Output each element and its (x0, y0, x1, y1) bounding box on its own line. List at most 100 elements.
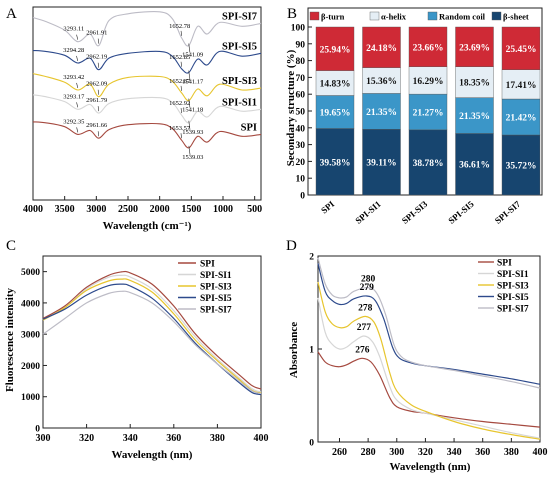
panel-d-legend-label: SPI-SI3 (497, 282, 529, 292)
panel-c-legend-label: SPI-SI7 (200, 306, 232, 316)
panel-b-y-axis-label: Secondary structure (%) (285, 49, 297, 166)
panel-d-ticks: 260 280 300 320 340 360 380 400 0 1 2 (309, 253, 547, 459)
panel-c-x-tick-label: 320 (79, 433, 94, 444)
panel-a-annotation-pointer (180, 61, 182, 67)
panel-d-y-tick-label: 1 (309, 346, 314, 356)
panel-a-series-spi (32, 121, 262, 149)
panel-a-peak-label: 1539.03 (182, 154, 203, 161)
panel-b-bar-value: 25.45% (506, 45, 537, 55)
panel-b-category-labels: SPI SPI-SI1 SPI-SI3 SPI-SI5 SPI-SI7 (319, 199, 523, 226)
panel-d-peak-label: 276 (355, 345, 370, 355)
panel-a-series-si3 (32, 73, 262, 102)
panel-b-y-tick-label: 80 (296, 57, 306, 67)
panel-b-bar-value: 14.83% (320, 80, 351, 90)
panel-b-bar-sheet (362, 129, 401, 196)
panel-b-bar-turn (501, 26, 541, 70)
panel-b-bar-helix (408, 66, 448, 95)
panel-d-x-tick-label: 260 (332, 447, 347, 458)
panel-d-y-tick-label: 2 (309, 253, 314, 263)
panel-b-bar-value: 36.61% (459, 161, 490, 171)
panel-a-peak-label: 1541.18 (182, 107, 203, 114)
panel-a-peak-label: 1539.93 (182, 129, 203, 136)
panel-a-x-axis-label: Wavelength (cm⁻¹) (103, 220, 192, 232)
panel-b-bar-value: 21.35% (459, 112, 490, 122)
panel-b-bar-turn (362, 26, 401, 68)
panel-a-spectra (32, 11, 262, 149)
panel-d-peak-label: 277 (357, 323, 372, 333)
panel-d-x-tick-label: 280 (361, 447, 376, 458)
panel-b-bar-coil (315, 95, 355, 129)
panel-d-series-si7 (317, 257, 541, 389)
panel-a-x-tick-label: 4000 (23, 204, 43, 215)
panel-a-annotation-pointer (76, 82, 79, 89)
panel-a-annotation-pointer (180, 85, 182, 91)
panel-c-y-tick-label: 0 (35, 425, 40, 435)
panel-d-series-si5 (317, 263, 541, 385)
panel-a-peak-annotations: 3293.112961.911652.781541.093294.282962.… (63, 23, 204, 161)
panel-a-peak-label: 1652.78 (169, 23, 190, 30)
panel-d-x-tick-label: 380 (504, 447, 519, 458)
panel-d-x-tick-label: 320 (418, 447, 433, 458)
panel-a-peak-label: 1541.17 (182, 79, 204, 86)
panel-b-bar-value: 35.72% (506, 161, 537, 171)
panel-b-bar-helix (501, 69, 541, 100)
panel-b-stacked-bars: 39.58% 19.65% 14.83% 25.94% 39.11% 21.35% 15.3… (315, 26, 541, 196)
panel-a-annotation-pointer (76, 102, 79, 108)
panel-d-peak-label: 279 (360, 283, 375, 293)
panel-d-peak-label: 278 (358, 303, 373, 313)
panel-b-y-tick-label: 0 (300, 192, 305, 202)
panel-a-annotation-pointer (180, 30, 182, 36)
panel-a-ftir: A 4000 3500 3000 2500 2000 1500 1000 500 3293.1… (6, 6, 262, 232)
panel-b-y-tick-label: 70 (296, 74, 306, 84)
panel-b-bar-coil (408, 93, 448, 131)
panel-a-peak-label: 1652.87 (169, 78, 191, 85)
panel-c-series-si1 (42, 274, 262, 393)
panel-b-bar-coil (501, 98, 541, 136)
panel-c-y-tick-label: 3000 (21, 331, 40, 341)
panel-a-letter: A (6, 6, 17, 22)
panel-a-peak-label: 1652.92 (169, 100, 190, 107)
panel-b-bar-sheet (501, 134, 541, 196)
panel-a-annotation-pointer (180, 133, 182, 139)
panel-a-peak-label: 1653.57 (169, 125, 191, 132)
panel-d-legend-label: SPI (497, 259, 512, 269)
panel-a-peak-label: 2961.91 (86, 30, 107, 37)
panel-a-x-tick-label: 500 (247, 204, 262, 215)
panel-a-annotation-pointer (188, 145, 191, 155)
panel-a-annotation-pointer (180, 108, 182, 114)
panel-b-letter: B (287, 6, 297, 22)
panel-b-category-label: SPI-SI1 (353, 199, 383, 226)
panel-a-x-tick-label: 3000 (86, 204, 106, 215)
panel-c-x-tick-label: 300 (36, 433, 51, 444)
panel-b-bar-value: 16.29% (413, 77, 444, 87)
panel-c-series-spi (42, 270, 262, 390)
panel-b-bar-value: 39.58% (320, 158, 351, 168)
panel-b-bar-value: 21.35% (366, 108, 397, 118)
panel-b-legend-label: α-helix (381, 12, 407, 22)
panel-c-legend-label: SPI-SI3 (200, 283, 232, 293)
panel-b-legend: β-turn α-helix Random coil β-sheet (309, 11, 529, 22)
panel-c-series-si5 (42, 283, 262, 396)
panel-d-legend-label: SPI-SI5 (497, 293, 529, 303)
panel-a-series-si7 (32, 11, 262, 47)
panel-b-bar-helix (455, 66, 494, 98)
panel-c-legend-label: SPI-SI5 (200, 294, 232, 304)
panel-b-bar-helix (315, 70, 355, 96)
panel-a-series-si5 (32, 49, 262, 74)
panel-b-y-tick-label: 90 (296, 40, 306, 50)
panel-c-legend-label: SPI-SI1 (200, 271, 232, 281)
panel-b-bar-value: 21.42% (506, 113, 537, 123)
panel-d-series-si3 (317, 281, 541, 440)
panel-b-bar-value: 24.18% (366, 44, 397, 54)
panel-a-peak-label: 3293.17 (63, 93, 85, 100)
panel-a-series-label: SPI-SI3 (222, 76, 257, 87)
panel-b-bar-value: 15.36% (366, 77, 397, 87)
panel-b-legend-swatch (427, 11, 438, 21)
panel-c-y-tick-label: 2000 (21, 362, 40, 372)
panel-a-series-si1 (32, 94, 262, 124)
panel-a-annotation-pointer (188, 70, 191, 80)
panel-b-bar-value: 38.78% (413, 159, 444, 169)
